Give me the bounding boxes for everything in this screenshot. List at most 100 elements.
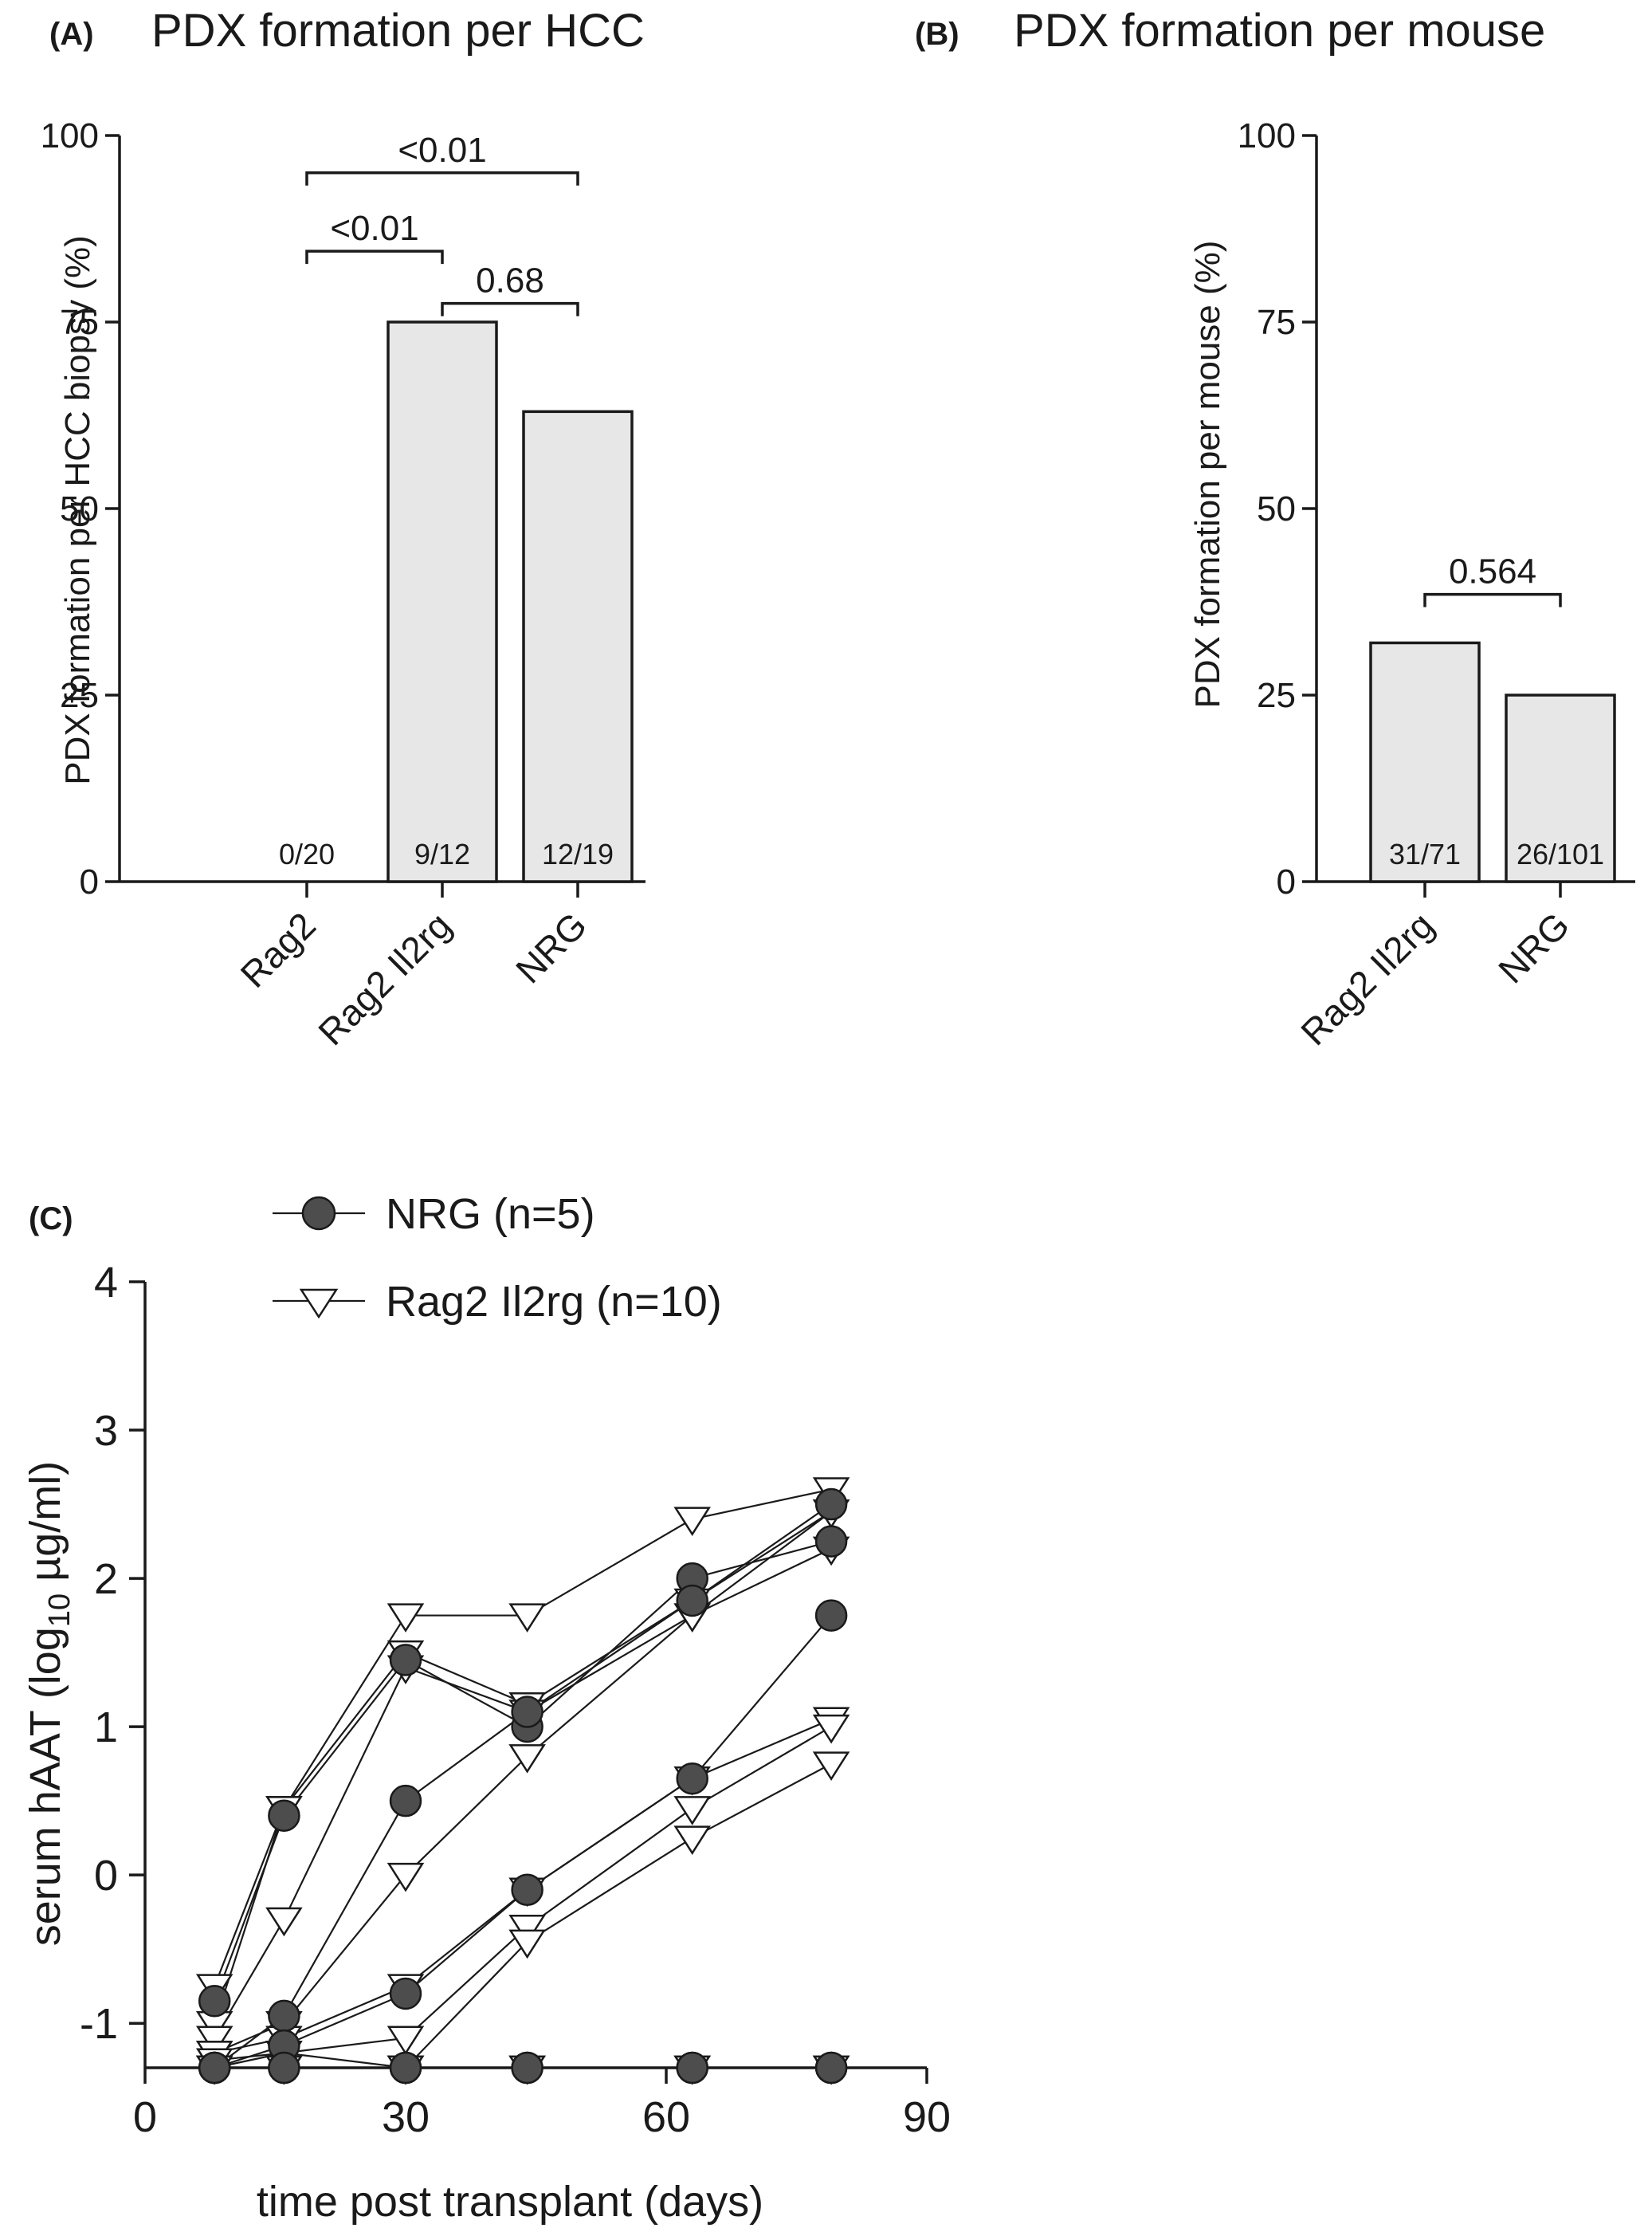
legend-nrg-label: NRG (n=5) [386,1190,595,1238]
nrg-data-point [814,1599,848,1632]
y-tick-label: 0 [80,863,99,902]
x-category-label: Rag2 [233,904,324,996]
y-tick-label: 4 [94,1259,118,1307]
bar-data-label: 0/20 [279,838,335,870]
nrg-data-point [511,1696,543,1728]
rag2-il2rg-data-point [387,1862,425,1892]
y-tick-label: 0 [1277,863,1296,902]
panel-c-y-axis-label: serum hAAT (log10 µg/ml) [22,1461,77,1947]
y-tick-label: 100 [1238,116,1296,155]
x-category-label: NRG [1490,904,1577,991]
panel-c-plot-area: -1 0 1 2 3 4 0 30 60 90 [80,1259,951,2141]
p-value-label: 0.564 [1449,552,1536,591]
nrg-data-point [814,1487,848,1521]
p-value-label: 0.68 [476,261,544,301]
panel-a-y-axis-label: PDX formation per HCC biopsy (%) [58,235,97,785]
nrg-data-point [389,1784,422,1817]
panel-b: (B) PDX formation per mouse PDX formatio… [915,5,1635,1053]
nrg-data-point [511,2051,543,2085]
legend-triangle-marker-icon [299,1288,339,1319]
rag2-il2rg-data-point [673,1507,711,1536]
panel-c-legend: NRG (n=5) Rag2 Il2rg (n=10) [273,1190,722,1326]
rag2-il2rg-data-point [508,1915,546,1944]
nrg-data-point [389,2051,422,2085]
y-tick-label: 50 [60,489,99,529]
legend-item-rag2-il2rg: Rag2 Il2rg (n=10) [273,1278,722,1326]
panel-b-plot-area: 0 25 50 75 100 31/71 Rag2 Il2rg 26/101 NRG 0.564 [1238,116,1635,1053]
rag2-il2rg-series-line [214,1511,832,2024]
comparison-bracket [441,301,579,316]
x-tick-label: 90 [903,2093,951,2141]
y-tick-label: 2 [94,1555,118,1603]
nrg-data-point [676,2051,708,2085]
panel-a-plot-area: 0 25 50 75 100 0/20 Rag2 9/12 Rag2 Il2rg 12/19 NRG… [41,116,645,1053]
bar-data-label: 26/101 [1517,838,1604,870]
panel-c-letter: (C) [29,1201,73,1236]
y-tick-label: 50 [1257,489,1296,529]
rag2-il2rg-data-point [673,1796,711,1825]
y-label-suffix: µg/ml) [22,1461,69,1593]
nrg-data-point [814,1525,848,1558]
y-tick-label: 75 [1257,303,1296,342]
y-tick-label: -1 [80,2000,118,2048]
y-tick-label: 3 [94,1407,118,1455]
p-value-label: <0.01 [398,131,486,170]
x-tick-label: 60 [642,2093,690,2141]
y-tick-label: 1 [94,1703,118,1751]
nrg-data-point [268,1999,300,2033]
panel-b-letter: (B) [915,17,959,52]
nrg-data-point [268,1799,300,1832]
x-category-label: Rag2 Il2rg [1293,904,1442,1053]
y-tick-label: 100 [41,116,99,155]
x-category-label: Rag2 Il2rg [310,904,459,1053]
comparison-bracket [305,250,444,265]
panel-a-letter: (A) [49,17,94,52]
rag2-il2rg-data-point [508,1929,546,1959]
legend-item-nrg: NRG (n=5) [273,1190,595,1238]
rag2-il2rg-data-point [508,1744,546,1774]
rag2-il2rg-data-point [812,1751,850,1781]
y-tick-label: 0 [94,1852,118,1900]
nrg-series-line [214,1614,832,2069]
nrg-data-point [511,1873,543,1907]
x-category-label: NRG [508,904,594,991]
comparison-bracket [305,171,579,186]
nrg-data-point [198,2051,231,2085]
panel-b-title: PDX formation per mouse [1014,5,1545,57]
nrg-data-point [268,2051,300,2085]
bar-data-label: 12/19 [542,838,614,870]
y-label-prefix: serum hAAT (log [22,1627,69,1946]
nrg-data-point [389,1977,422,2010]
nrg-data-point [676,1584,708,1617]
x-tick-label: 0 [133,2093,157,2141]
panel-c-x-axis-label: time post transplant (days) [257,2178,763,2226]
panel-a: (A) PDX formation per HCC PDX formation … [41,5,645,1053]
nrg-data-point [814,2051,848,2085]
nrg-data-point [198,1985,231,2018]
x-tick-label: 30 [382,2093,430,2141]
panel-c: (C) time post transplant (days) serum hA… [22,1190,951,2226]
bar [1369,641,1481,883]
panel-a-title: PDX formation per HCC [151,5,645,57]
bar-data-label: 31/71 [1389,838,1461,870]
rag2-il2rg-data-point [508,1603,546,1633]
y-tick-label: 75 [60,303,99,342]
bar-data-label: 9/12 [414,838,470,870]
nrg-data-point [676,1762,708,1795]
comparison-bracket [1423,592,1562,607]
panel-b-y-axis-label: PDX formation per mouse (%) [1188,241,1227,709]
rag2-il2rg-data-point [387,2026,425,2056]
nrg-data-point [389,1644,422,1676]
rag2-il2rg-series-line [214,1547,832,2039]
bar [387,320,498,883]
legend-circle-marker-icon [301,1196,336,1231]
y-label-subscript: 10 [43,1593,77,1627]
y-tick-label: 25 [1257,676,1296,715]
rag2-il2rg-data-point [265,1907,303,1937]
rag2-il2rg-data-point [195,2026,233,2056]
y-tick-label: 25 [60,676,99,715]
bar [522,410,634,883]
rag2-il2rg-data-point [387,1603,425,1633]
rag2-il2rg-series-line [214,1488,832,1987]
